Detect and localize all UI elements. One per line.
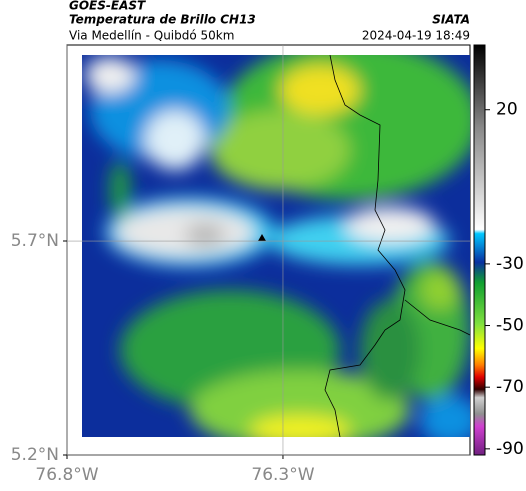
subtitle: Via Medellín - Quibdó 50km bbox=[69, 29, 234, 43]
brand: SIATA bbox=[432, 13, 470, 27]
colorbar-tick-label: 20 bbox=[496, 100, 518, 120]
lon-tick-label: 76.8°W bbox=[35, 465, 98, 485]
city-marker bbox=[258, 234, 266, 241]
datetime: 2024-04-19 18:49 bbox=[362, 29, 470, 43]
source: GOES-EAST bbox=[69, 0, 146, 13]
colorbar-tick-label: -50 bbox=[496, 316, 524, 336]
lat-tick-label: 5.7°N bbox=[11, 231, 59, 251]
colorbar bbox=[473, 44, 486, 456]
title: Temperatura de Brillo CH13 bbox=[69, 13, 256, 27]
lat-tick-label: 5.2°N bbox=[11, 445, 59, 465]
colorbar-tick-label: -90 bbox=[496, 439, 524, 459]
colorbar-tick-label: -70 bbox=[496, 377, 524, 397]
lon-tick-label: 76.3°W bbox=[251, 465, 314, 485]
imagery bbox=[82, 55, 470, 437]
colorbar-tick-label: -30 bbox=[496, 254, 524, 274]
